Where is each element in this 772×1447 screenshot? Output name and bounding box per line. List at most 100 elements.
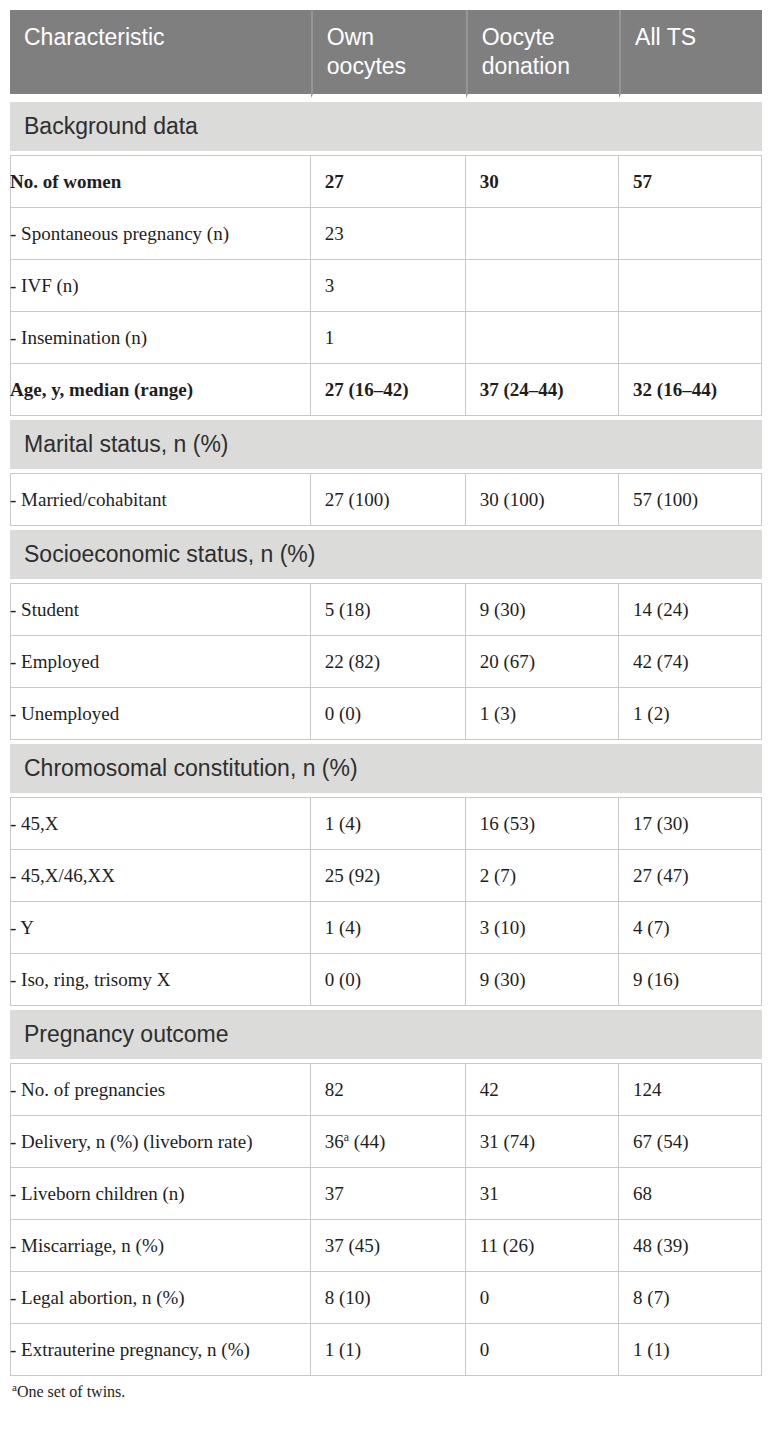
cell-donation: 0 [466, 1324, 619, 1376]
cell-donation: 20 (67) [466, 636, 619, 688]
cell-own: 27 [311, 155, 466, 208]
table-row: - Student 5 (18) 9 (30) 14 (24) [10, 583, 762, 636]
cell-own: 0 (0) [311, 688, 466, 740]
row-label: - 45,X/46,XX [10, 850, 311, 902]
row-label: - Liveborn children (n) [10, 1168, 311, 1220]
cell-donation: 30 (100) [466, 473, 619, 526]
section-header-row: Background data [10, 98, 762, 155]
table-row: - Employed 22 (82) 20 (67) 42 (74) [10, 636, 762, 688]
footnote-text: One set of twins. [17, 1383, 125, 1400]
table-row: - Miscarriage, n (%) 37 (45) 11 (26) 48 … [10, 1220, 762, 1272]
section-socioeconomic-status: Socioeconomic status, n (%) - Student 5 … [10, 526, 762, 740]
table-row: - Married/cohabitant 27 (100) 30 (100) 5… [10, 473, 762, 526]
cell-all: 9 (16) [619, 954, 762, 1006]
cell-all: 14 (24) [619, 583, 762, 636]
cell-donation: 37 (24–44) [466, 364, 619, 416]
table-row: Age, y, median (range) 27 (16–42) 37 (24… [10, 364, 762, 416]
cell-donation: 9 (30) [466, 583, 619, 636]
cell-donation: 3 (10) [466, 902, 619, 954]
table-row: - Insemination (n) 1 [10, 312, 762, 364]
characteristics-table: Characteristic Own oocytes Oocyte donati… [10, 10, 762, 1376]
table-row: - No. of pregnancies 82 42 124 [10, 1063, 762, 1116]
cell-donation [466, 208, 619, 260]
cell-own: 1 [311, 312, 466, 364]
table-row: - Liveborn children (n) 37 31 68 [10, 1168, 762, 1220]
cell-all: 1 (2) [619, 688, 762, 740]
cell-own: 82 [311, 1063, 466, 1116]
row-label: - 45,X [10, 797, 311, 850]
cell-donation: 9 (30) [466, 954, 619, 1006]
table-row: - 45,X 1 (4) 16 (53) 17 (30) [10, 797, 762, 850]
row-label: - Miscarriage, n (%) [10, 1220, 311, 1272]
cell-all: 68 [619, 1168, 762, 1220]
cell-all: 42 (74) [619, 636, 762, 688]
cell-own: 36a (44) [311, 1116, 466, 1168]
row-label: - No. of pregnancies [10, 1063, 311, 1116]
cell-donation: 11 (26) [466, 1220, 619, 1272]
cell-own: 37 [311, 1168, 466, 1220]
section-title: Pregnancy outcome [10, 1006, 762, 1063]
cell-own: 8 (10) [311, 1272, 466, 1324]
row-label: - Iso, ring, trisomy X [10, 954, 311, 1006]
cell-value: (44) [354, 1131, 386, 1152]
cell-all [619, 312, 762, 364]
column-header-own-oocytes: Own oocytes [311, 10, 466, 98]
table-row: No. of women 27 30 57 [10, 155, 762, 208]
cell-own: 27 (100) [311, 473, 466, 526]
column-header-characteristic: Characteristic [10, 10, 311, 98]
cell-value: 36 [325, 1131, 344, 1152]
section-title: Marital status, n (%) [10, 416, 762, 473]
section-header-row: Socioeconomic status, n (%) [10, 526, 762, 583]
cell-all: 124 [619, 1063, 762, 1116]
row-label: - Y [10, 902, 311, 954]
table-row: - Unemployed 0 (0) 1 (3) 1 (2) [10, 688, 762, 740]
table-row: - Iso, ring, trisomy X 0 (0) 9 (30) 9 (1… [10, 954, 762, 1006]
cell-all: 1 (1) [619, 1324, 762, 1376]
cell-all [619, 208, 762, 260]
cell-own: 3 [311, 260, 466, 312]
table-footnote: aOne set of twins. [10, 1376, 762, 1401]
cell-donation: 1 (3) [466, 688, 619, 740]
section-pregnancy-outcome: Pregnancy outcome - No. of pregnancies 8… [10, 1006, 762, 1376]
cell-own: 1 (4) [311, 902, 466, 954]
table-row: - 45,X/46,XX 25 (92) 2 (7) 27 (47) [10, 850, 762, 902]
row-label: - Married/cohabitant [10, 473, 311, 526]
cell-all: 27 (47) [619, 850, 762, 902]
table-header: Characteristic Own oocytes Oocyte donati… [10, 10, 762, 98]
cell-donation: 31 (74) [466, 1116, 619, 1168]
cell-own: 1 (4) [311, 797, 466, 850]
section-title: Chromosomal constitution, n (%) [10, 740, 762, 797]
row-label: - Unemployed [10, 688, 311, 740]
column-header-all-ts: All TS [619, 10, 762, 98]
column-header-oocyte-donation: Oocyte donation [466, 10, 619, 98]
cell-all: 67 (54) [619, 1116, 762, 1168]
cell-all: 48 (39) [619, 1220, 762, 1272]
section-header-row: Marital status, n (%) [10, 416, 762, 473]
section-background-data: Background data No. of women 27 30 57 - … [10, 98, 762, 416]
cell-own: 37 (45) [311, 1220, 466, 1272]
row-label: - Student [10, 583, 311, 636]
row-label: No. of women [10, 155, 311, 208]
section-title: Socioeconomic status, n (%) [10, 526, 762, 583]
row-label: - IVF (n) [10, 260, 311, 312]
table-row: - Extrauterine pregnancy, n (%) 1 (1) 0 … [10, 1324, 762, 1376]
cell-own: 0 (0) [311, 954, 466, 1006]
row-label: - Extrauterine pregnancy, n (%) [10, 1324, 311, 1376]
row-label: - Delivery, n (%) (liveborn rate) [10, 1116, 311, 1168]
cell-donation: 16 (53) [466, 797, 619, 850]
cell-donation: 2 (7) [466, 850, 619, 902]
section-title: Background data [10, 98, 762, 155]
table-row: - IVF (n) 3 [10, 260, 762, 312]
cell-all: 8 (7) [619, 1272, 762, 1324]
cell-donation: 31 [466, 1168, 619, 1220]
row-label: - Employed [10, 636, 311, 688]
cell-donation [466, 312, 619, 364]
cell-all: 17 (30) [619, 797, 762, 850]
cell-own: 23 [311, 208, 466, 260]
row-label: - Spontaneous pregnancy (n) [10, 208, 311, 260]
page: Characteristic Own oocytes Oocyte donati… [0, 0, 772, 1447]
row-label: - Legal abortion, n (%) [10, 1272, 311, 1324]
table-row: - Delivery, n (%) (liveborn rate) 36a (4… [10, 1116, 762, 1168]
section-chromosomal-constitution: Chromosomal constitution, n (%) - 45,X 1… [10, 740, 762, 1006]
cell-donation: 42 [466, 1063, 619, 1116]
